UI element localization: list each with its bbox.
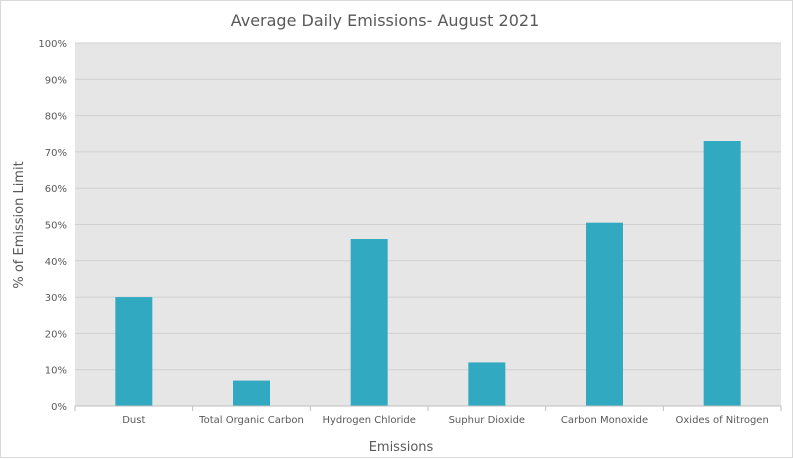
gridlines (75, 42, 781, 371)
y-tick-label: 0% (51, 402, 67, 413)
bars (115, 141, 741, 406)
bar (586, 222, 623, 406)
bar (468, 362, 506, 406)
y-axis-ticks: 0% 10% 20% 30% 40% 50% 60% 70% 80% 90% 100% (38, 39, 67, 413)
y-tick-label: 70% (45, 148, 67, 159)
chart-title: Average Daily Emissions- August 2021 (231, 11, 540, 30)
x-tick-label: Suphur Dioxide (449, 415, 525, 426)
y-tick-label: 50% (45, 221, 67, 232)
x-tick-label: Total Organic Carbon (198, 415, 304, 426)
y-tick-label: 60% (45, 184, 67, 195)
y-tick-label: 20% (45, 329, 67, 340)
x-tick-label: Hydrogen Chloride (322, 415, 415, 426)
x-tick-label: Carbon Monoxide (561, 415, 648, 426)
y-tick-label: 80% (45, 112, 67, 123)
y-tick-label: 30% (45, 293, 67, 304)
y-axis-label: % of Emission Limit (12, 161, 27, 288)
y-tick-label: 40% (45, 257, 67, 268)
bar (703, 141, 741, 406)
bar (233, 380, 270, 406)
bar (115, 297, 153, 406)
y-tick-label: 10% (45, 366, 67, 377)
y-tick-label: 90% (45, 75, 67, 86)
x-tick-label: Oxides of Nitrogen (676, 415, 769, 426)
bar (350, 239, 388, 406)
x-axis-ticks: Dust Total Organic Carbon Hydrogen Chlorid… (74, 406, 782, 426)
x-tick-label: Dust (122, 415, 145, 426)
x-axis-label: Emissions (369, 440, 434, 455)
y-tick-label: 100% (38, 39, 67, 50)
